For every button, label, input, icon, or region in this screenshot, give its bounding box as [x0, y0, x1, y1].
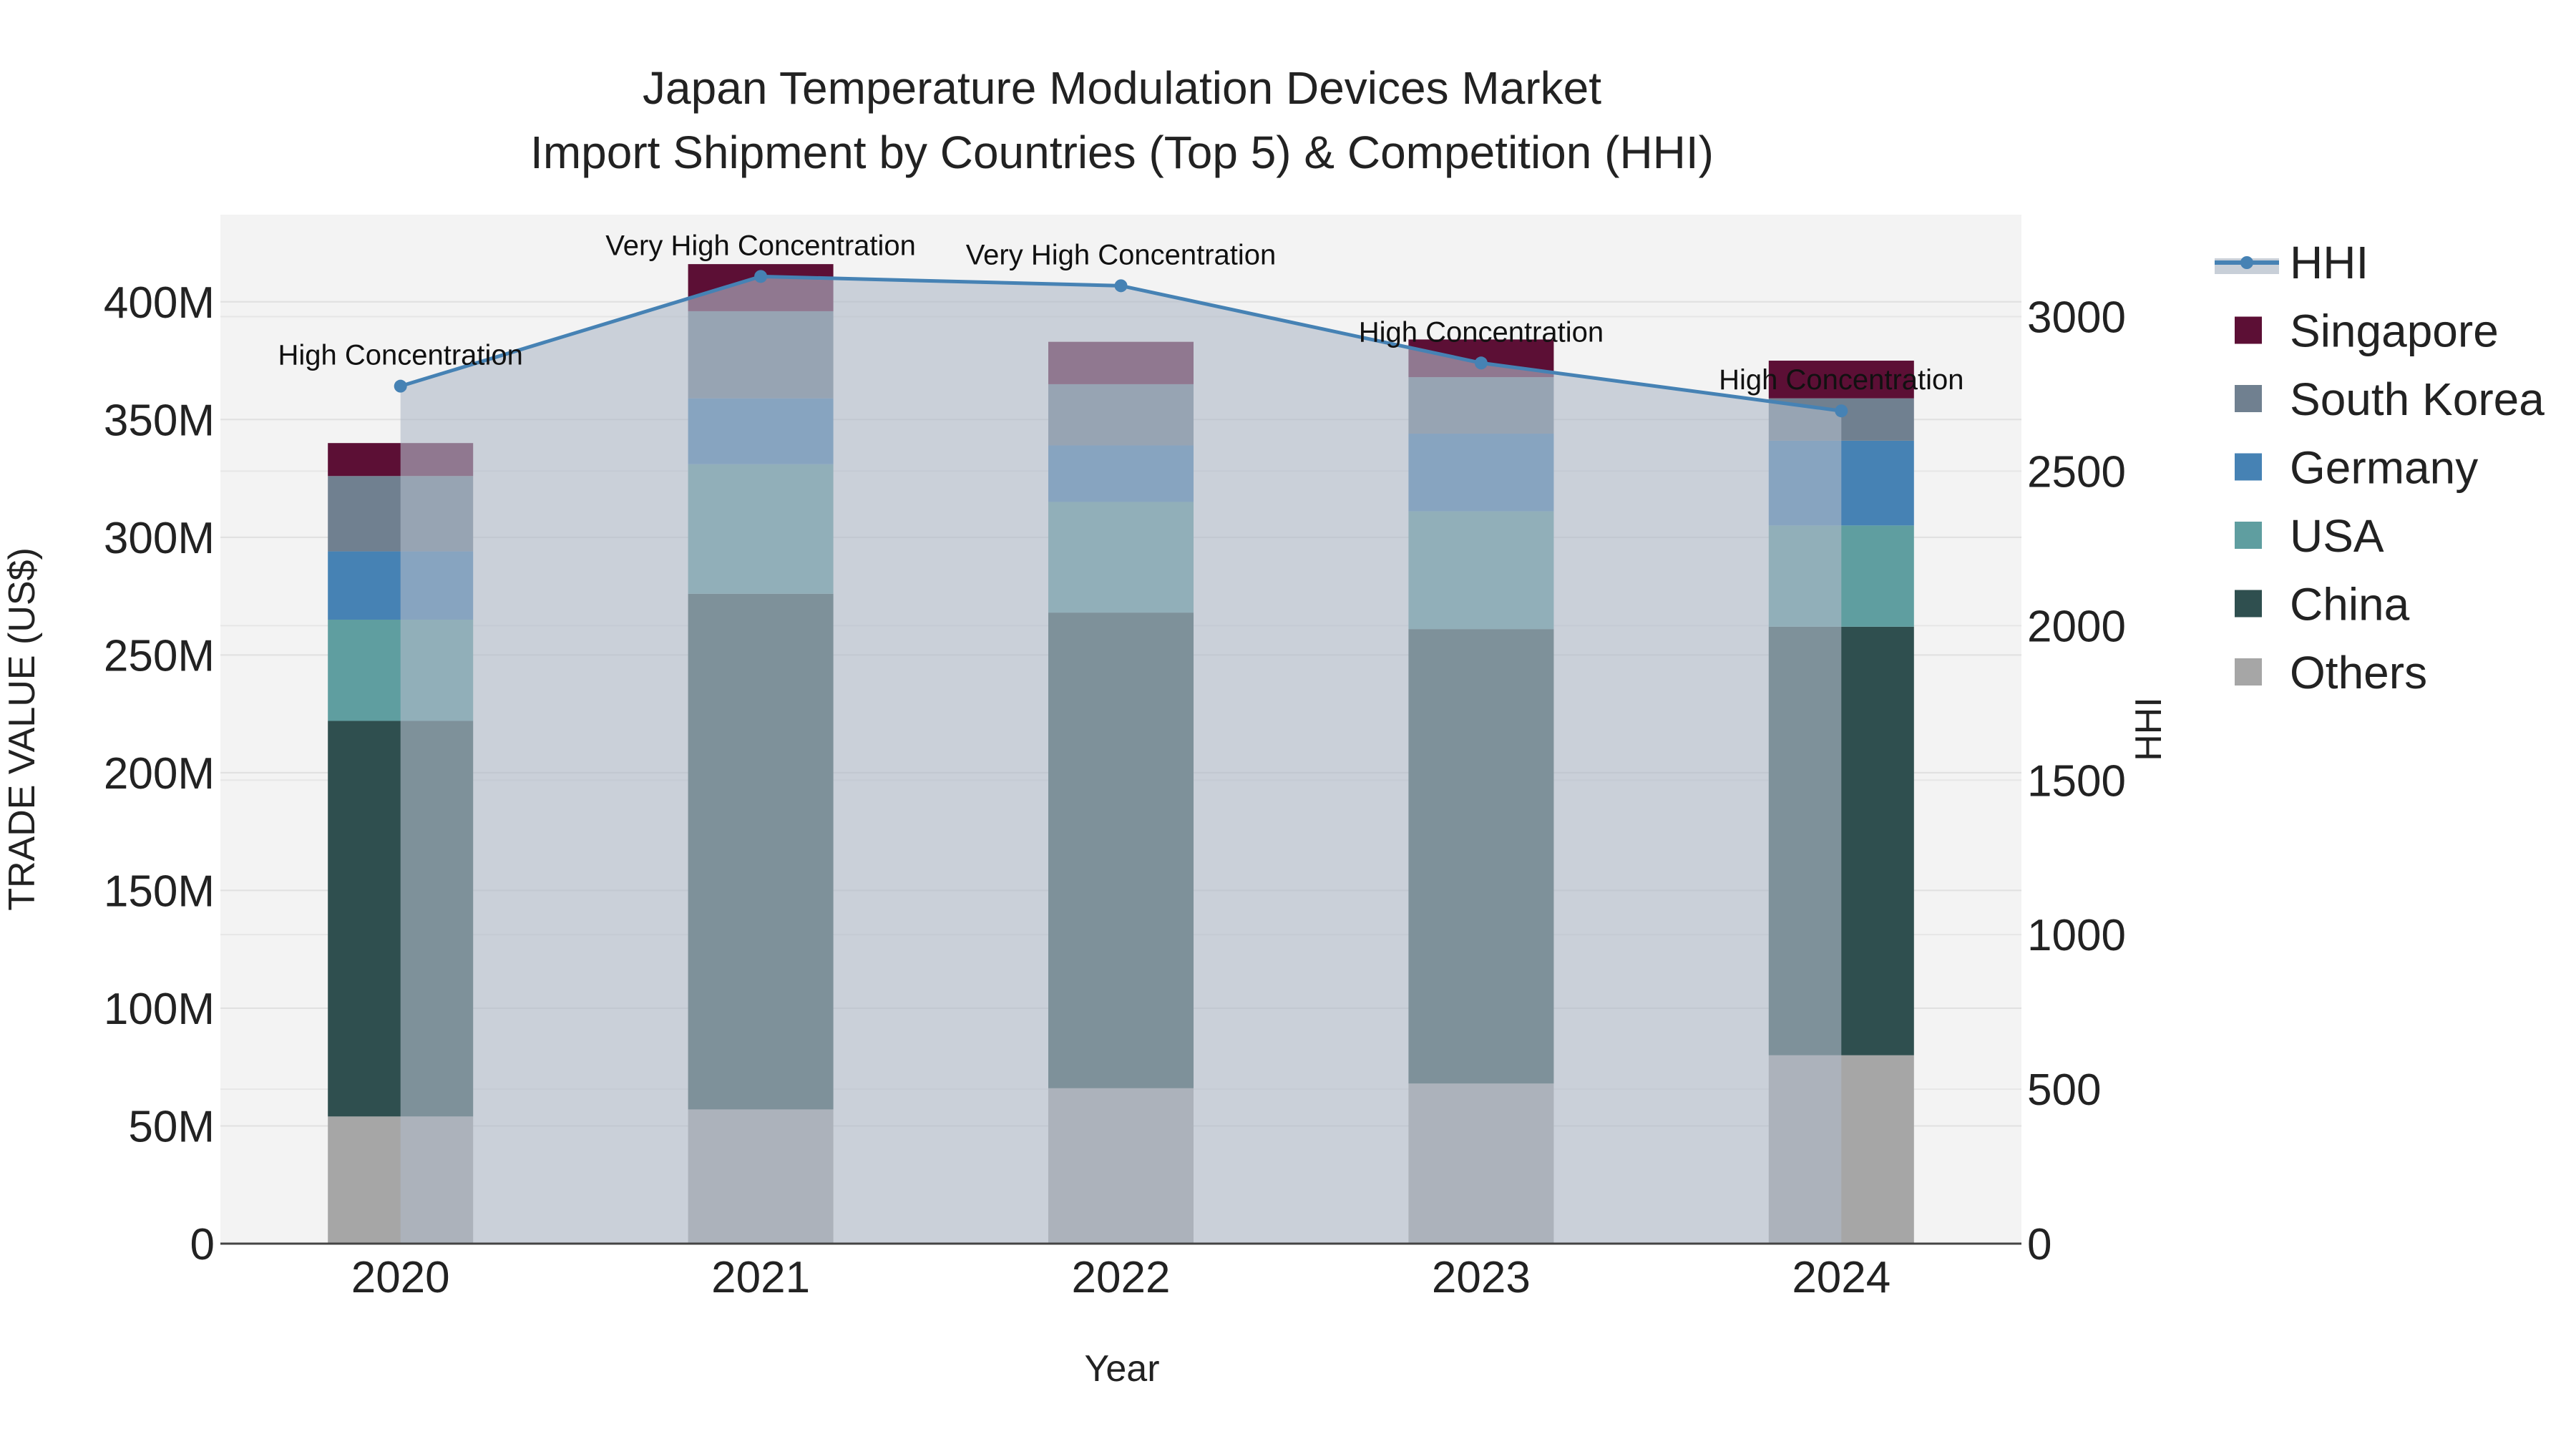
y2-tick-label: 1000: [2027, 911, 2126, 960]
hhi-label-2020: High Concentration: [278, 340, 522, 371]
legend-label-singapore: Singapore: [2290, 306, 2499, 357]
y-tick-label: 250M: [104, 631, 215, 680]
y-tick-label: 100M: [104, 985, 215, 1034]
bar-singapore-2024[interactable]: [1768, 361, 1914, 399]
x-tick-label: 2023: [1432, 1253, 1531, 1302]
y-tick-label: 150M: [104, 867, 215, 916]
y-axis-title: TRADE VALUE (US$): [1, 547, 43, 911]
chart-title: Japan Temperature Modulation Devices Mar…: [643, 62, 1601, 114]
legend-item-china[interactable]: China: [2235, 579, 2410, 630]
hhi-label-2023: High Concentration: [1359, 316, 1604, 348]
y-tick-label: 0: [190, 1220, 215, 1269]
y-tick-label: 350M: [104, 396, 215, 445]
legend-item-hhi[interactable]: HHI: [2215, 237, 2368, 288]
legend-swatch-others: [2235, 658, 2262, 686]
hhi-point-2024[interactable]: [1835, 404, 1848, 418]
y2-tick-label: 2500: [2027, 447, 2126, 497]
y2-tick-label: 3000: [2027, 293, 2126, 343]
legend-item-others[interactable]: Others: [2235, 647, 2427, 698]
y-tick-label: 300M: [104, 514, 215, 563]
hhi-area-fill: [400, 276, 1842, 1244]
legend-swatch-hhi-marker: [2240, 256, 2253, 269]
axes: 0 50M 100M 150M 200M 250M 300M 350M 400M 0 500 1000…: [104, 278, 2126, 1302]
legend-label-germany: Germany: [2290, 442, 2478, 494]
y2-tick-label: 2000: [2027, 602, 2126, 651]
y2-axis-title: HHI: [2128, 697, 2170, 761]
legend-label-hhi: HHI: [2290, 237, 2368, 288]
chart-subtitle: Import Shipment by Countries (Top 5) & C…: [530, 127, 1714, 178]
legend-swatch-south-korea: [2235, 385, 2262, 412]
legend-label-china: China: [2290, 579, 2410, 630]
hhi-label-2022: Very High Concentration: [966, 239, 1277, 270]
legend-item-germany[interactable]: Germany: [2235, 442, 2478, 494]
legend-item-singapore[interactable]: Singapore: [2235, 306, 2499, 357]
x-tick-label: 2024: [1792, 1253, 1890, 1302]
y-tick-label: 50M: [128, 1102, 215, 1151]
y-tick-label: 400M: [104, 278, 215, 328]
x-tick-label: 2020: [351, 1253, 450, 1302]
legend-label-south-korea: South Korea: [2290, 374, 2545, 425]
hhi-label-2024: High Concentration: [1719, 364, 1963, 396]
x-tick-label: 2021: [711, 1253, 810, 1302]
legend: HHI Singapore South Korea Germany USA China Ot…: [2215, 237, 2545, 698]
legend-item-usa[interactable]: USA: [2235, 510, 2384, 562]
legend-swatch-china: [2235, 590, 2262, 618]
x-axis-title: Year: [1084, 1348, 1159, 1390]
legend-label-others: Others: [2290, 647, 2427, 698]
hhi-point-2021[interactable]: [754, 270, 768, 283]
hhi-area: [400, 276, 1842, 1244]
hhi-point-2020[interactable]: [394, 379, 407, 393]
x-tick-label: 2022: [1072, 1253, 1171, 1302]
y2-tick-label: 1500: [2027, 756, 2126, 806]
hhi-point-2022[interactable]: [1114, 279, 1128, 293]
hhi-line: High Concentration Very High Concentratio…: [278, 230, 1964, 418]
y2-tick-label: 0: [2027, 1220, 2051, 1269]
y2-tick-label: 500: [2027, 1065, 2101, 1115]
hhi-point-2023[interactable]: [1474, 356, 1488, 370]
legend-swatch-usa: [2235, 522, 2262, 549]
legend-swatch-germany: [2235, 453, 2262, 481]
legend-label-usa: USA: [2290, 510, 2384, 562]
legend-swatch-singapore: [2235, 316, 2262, 344]
y-tick-label: 200M: [104, 749, 215, 799]
hhi-label-2021: Very High Concentration: [605, 230, 916, 261]
legend-item-south-korea[interactable]: South Korea: [2235, 374, 2545, 425]
